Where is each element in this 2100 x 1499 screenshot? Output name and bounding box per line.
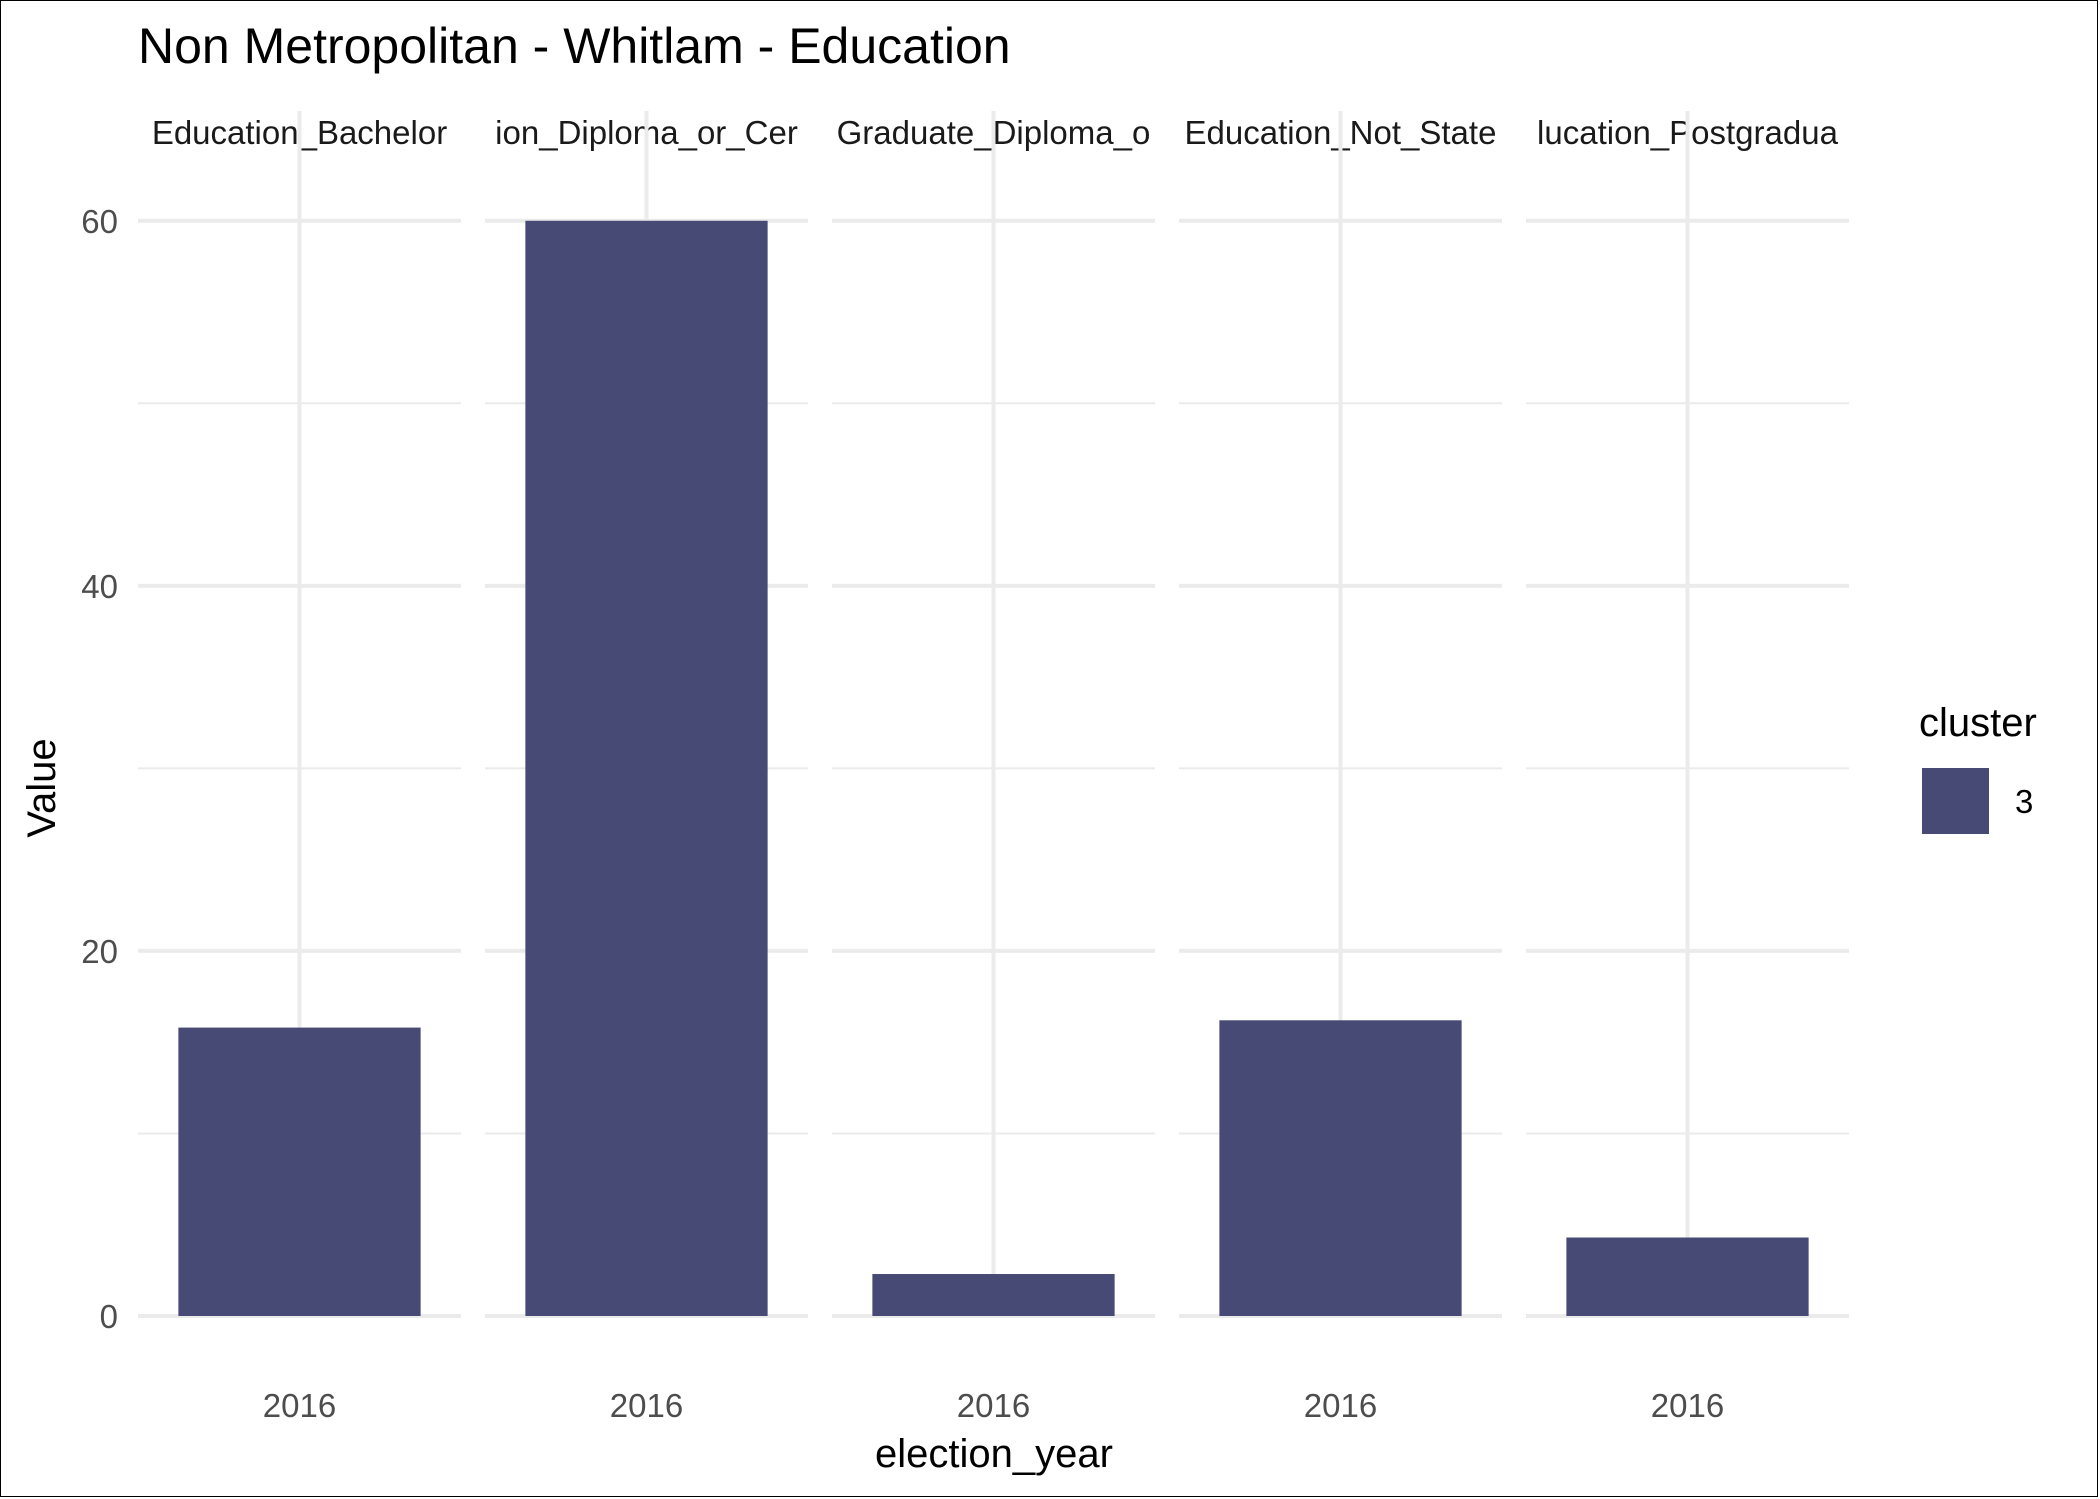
bar: [178, 1027, 421, 1316]
x-tick-label: 2016: [610, 1387, 683, 1424]
bar: [1566, 1237, 1809, 1316]
y-tick-label: 60: [81, 203, 118, 240]
x-tick-label: 2016: [1651, 1387, 1724, 1424]
legend-item-label: 3: [2015, 783, 2033, 820]
legend-items: 3: [1922, 768, 2033, 834]
bar: [525, 220, 768, 1316]
y-tick-label: 0: [100, 1298, 118, 1335]
x-tick-label: 2016: [957, 1387, 1030, 1424]
bar: [1219, 1020, 1462, 1316]
bar: [872, 1274, 1115, 1316]
y-axis-label: Value: [20, 738, 64, 837]
legend-title: cluster: [1919, 701, 2037, 745]
y-tick-label: 40: [81, 568, 118, 605]
x-tick-label: 2016: [1304, 1387, 1377, 1424]
chart-title: Non Metropolitan - Whitlam - Education: [138, 18, 1011, 74]
y-tick-label: 20: [81, 933, 118, 970]
x-axis-label: election_year: [875, 1432, 1113, 1476]
x-tick-label: 2016: [263, 1387, 336, 1424]
legend: cluster 3: [1919, 701, 2037, 834]
y-axis: 0 20 40 60: [81, 203, 118, 1335]
legend-swatch: [1922, 768, 1989, 834]
facet-panels: Education_Bachelor2016ion_Diploma_or_Cer…: [138, 111, 1849, 1424]
